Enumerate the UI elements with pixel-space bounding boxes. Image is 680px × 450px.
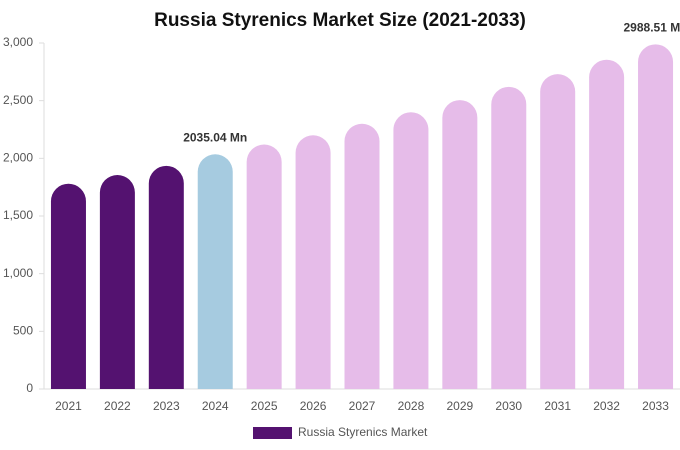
chart-title: Russia Styrenics Market Size (2021-2033) [154,10,526,31]
x-tick-label: 2022 [104,399,131,413]
x-tick-label: 2030 [495,399,522,413]
x-tick-label: 2033 [642,399,669,413]
legend-swatch [253,427,292,439]
y-tick-label: 2,000 [3,151,33,165]
bar [491,86,527,390]
x-tick-label: 2032 [593,399,620,413]
legend-label: Russia Styrenics Market [298,425,428,439]
bar [344,123,380,389]
bar [589,59,625,390]
bar [148,165,184,389]
bar [50,183,86,389]
x-tick-label: 2026 [300,399,327,413]
bar [99,175,135,389]
bar [246,144,282,389]
y-tick-label: 0 [26,381,33,395]
y-tick-label: 500 [13,324,33,338]
value-label: 2988.51 Mn [624,20,680,34]
x-tick-label: 2025 [251,399,278,413]
x-tick-label: 2029 [446,399,473,413]
x-tick-label: 2027 [349,399,376,413]
bar [540,74,576,389]
x-tick-label: 2028 [398,399,425,413]
bar [442,100,478,389]
value-label: 2035.04 Mn [183,130,247,144]
x-tick-label: 2021 [55,399,82,413]
bar [638,44,674,389]
x-tick-label: 2031 [544,399,571,413]
bar [295,135,331,389]
y-tick-label: 3,000 [3,35,33,49]
y-tick-label: 1,500 [3,208,33,222]
y-tick-label: 1,000 [3,266,33,280]
x-tick-label: 2024 [202,399,229,413]
bar [197,154,233,389]
y-tick-label: 2,500 [3,93,33,107]
bar [393,112,429,389]
x-tick-label: 2023 [153,399,180,413]
